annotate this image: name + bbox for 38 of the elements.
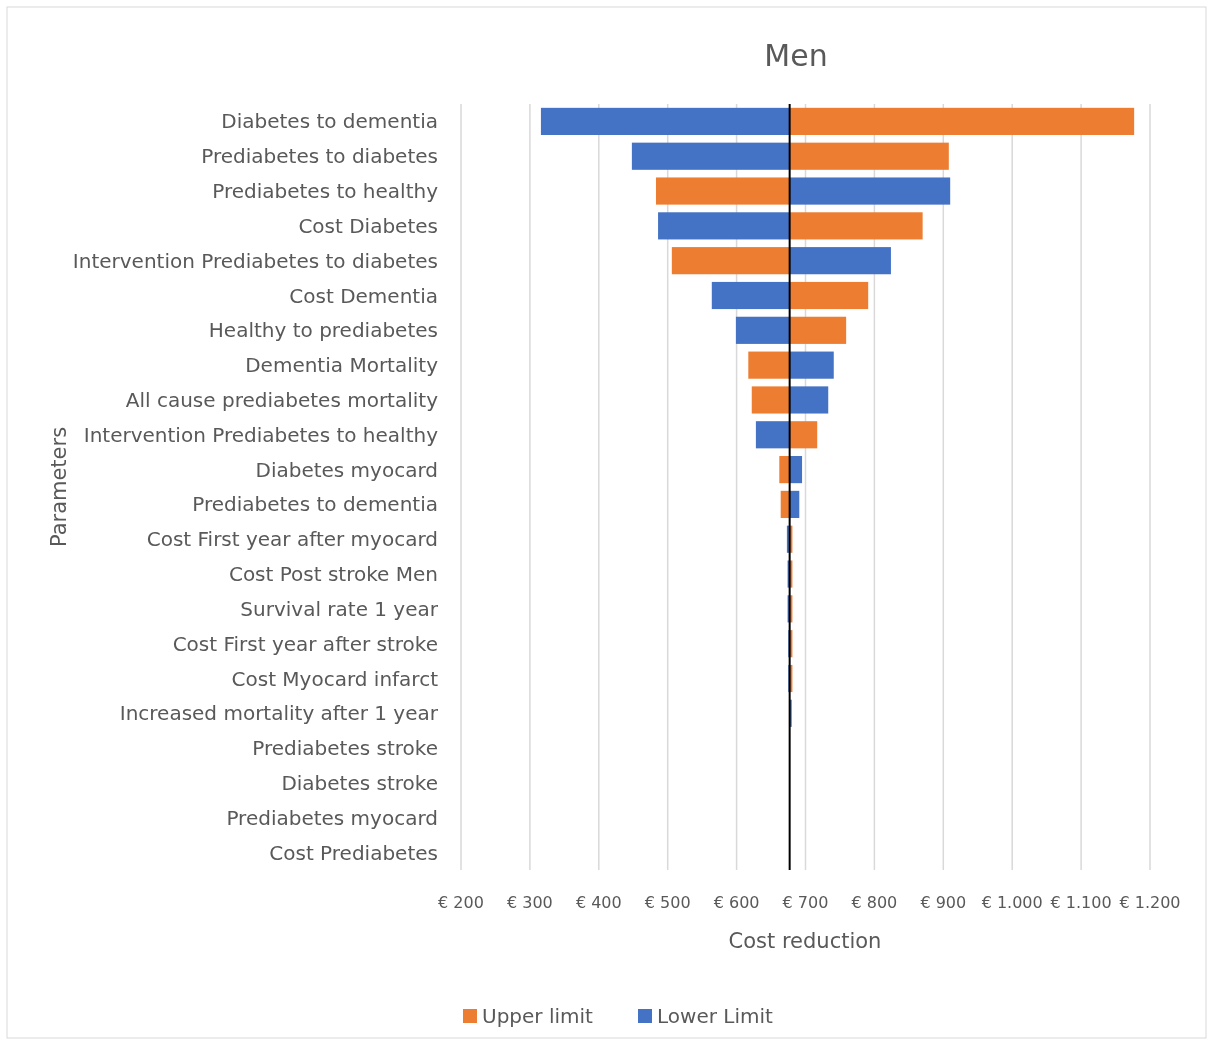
x-tick-label: € 1.200 (1119, 893, 1181, 912)
y-axis-title: Parameters (47, 426, 71, 548)
y-tick-label: Dementia Mortality (245, 353, 439, 378)
legend-label: Upper limit (482, 1004, 594, 1028)
y-tick-label: Prediabetes stroke (252, 736, 438, 761)
x-tick-label: € 600 (713, 893, 760, 912)
x-tick-label: € 800 (851, 893, 898, 912)
y-tick-label: Diabetes myocard (255, 457, 438, 482)
y-tick-label: Cost Post stroke Men (228, 562, 438, 587)
y-tick-label: Increased mortality after 1 year (119, 701, 439, 726)
y-tick-label: Diabetes stroke (281, 770, 438, 795)
x-axis-title: Cost reduction (728, 929, 882, 953)
x-tick-label: € 900 (920, 893, 967, 912)
x-tick-label: € 1.000 (981, 893, 1043, 912)
y-tick-label: Prediabetes to healthy (212, 179, 439, 204)
y-tick-label: Cost First year after stroke (172, 631, 438, 656)
y-tick-label: All cause prediabetes mortality (125, 387, 439, 412)
x-tick-label: € 500 (644, 893, 691, 912)
x-tick-label: € 1.100 (1050, 893, 1112, 912)
y-tick-label: Cost Myocard infarct (231, 666, 439, 691)
x-tick-label: € 200 (438, 893, 484, 912)
y-tick-label: Diabetes to dementia (221, 109, 438, 134)
y-tick-label: Intervention Prediabetes to diabetes (72, 248, 438, 273)
y-tick-label: Cost Dementia (289, 283, 438, 308)
y-tick-label: Cost Prediabetes (269, 840, 438, 865)
x-tick-label: € 300 (506, 893, 553, 912)
y-tick-label: Prediabetes myocard (226, 805, 438, 830)
y-tick-label: Healthy to prediabetes (208, 318, 438, 343)
y-tick-label: Cost First year after myocard (146, 527, 438, 552)
legend-label: Lower Limit (657, 1004, 774, 1028)
y-tick-label: Survival rate 1 year (240, 596, 439, 621)
chart-title: Men (764, 38, 828, 73)
x-tick-label: € 400 (575, 893, 622, 912)
y-tick-label: Prediabetes to diabetes (201, 144, 438, 169)
x-tick-label: € 700 (782, 893, 829, 912)
y-tick-label: Prediabetes to dementia (192, 492, 438, 517)
y-tick-label: Intervention Prediabetes to healthy (83, 422, 439, 447)
y-tick-label: Cost Diabetes (298, 213, 438, 238)
